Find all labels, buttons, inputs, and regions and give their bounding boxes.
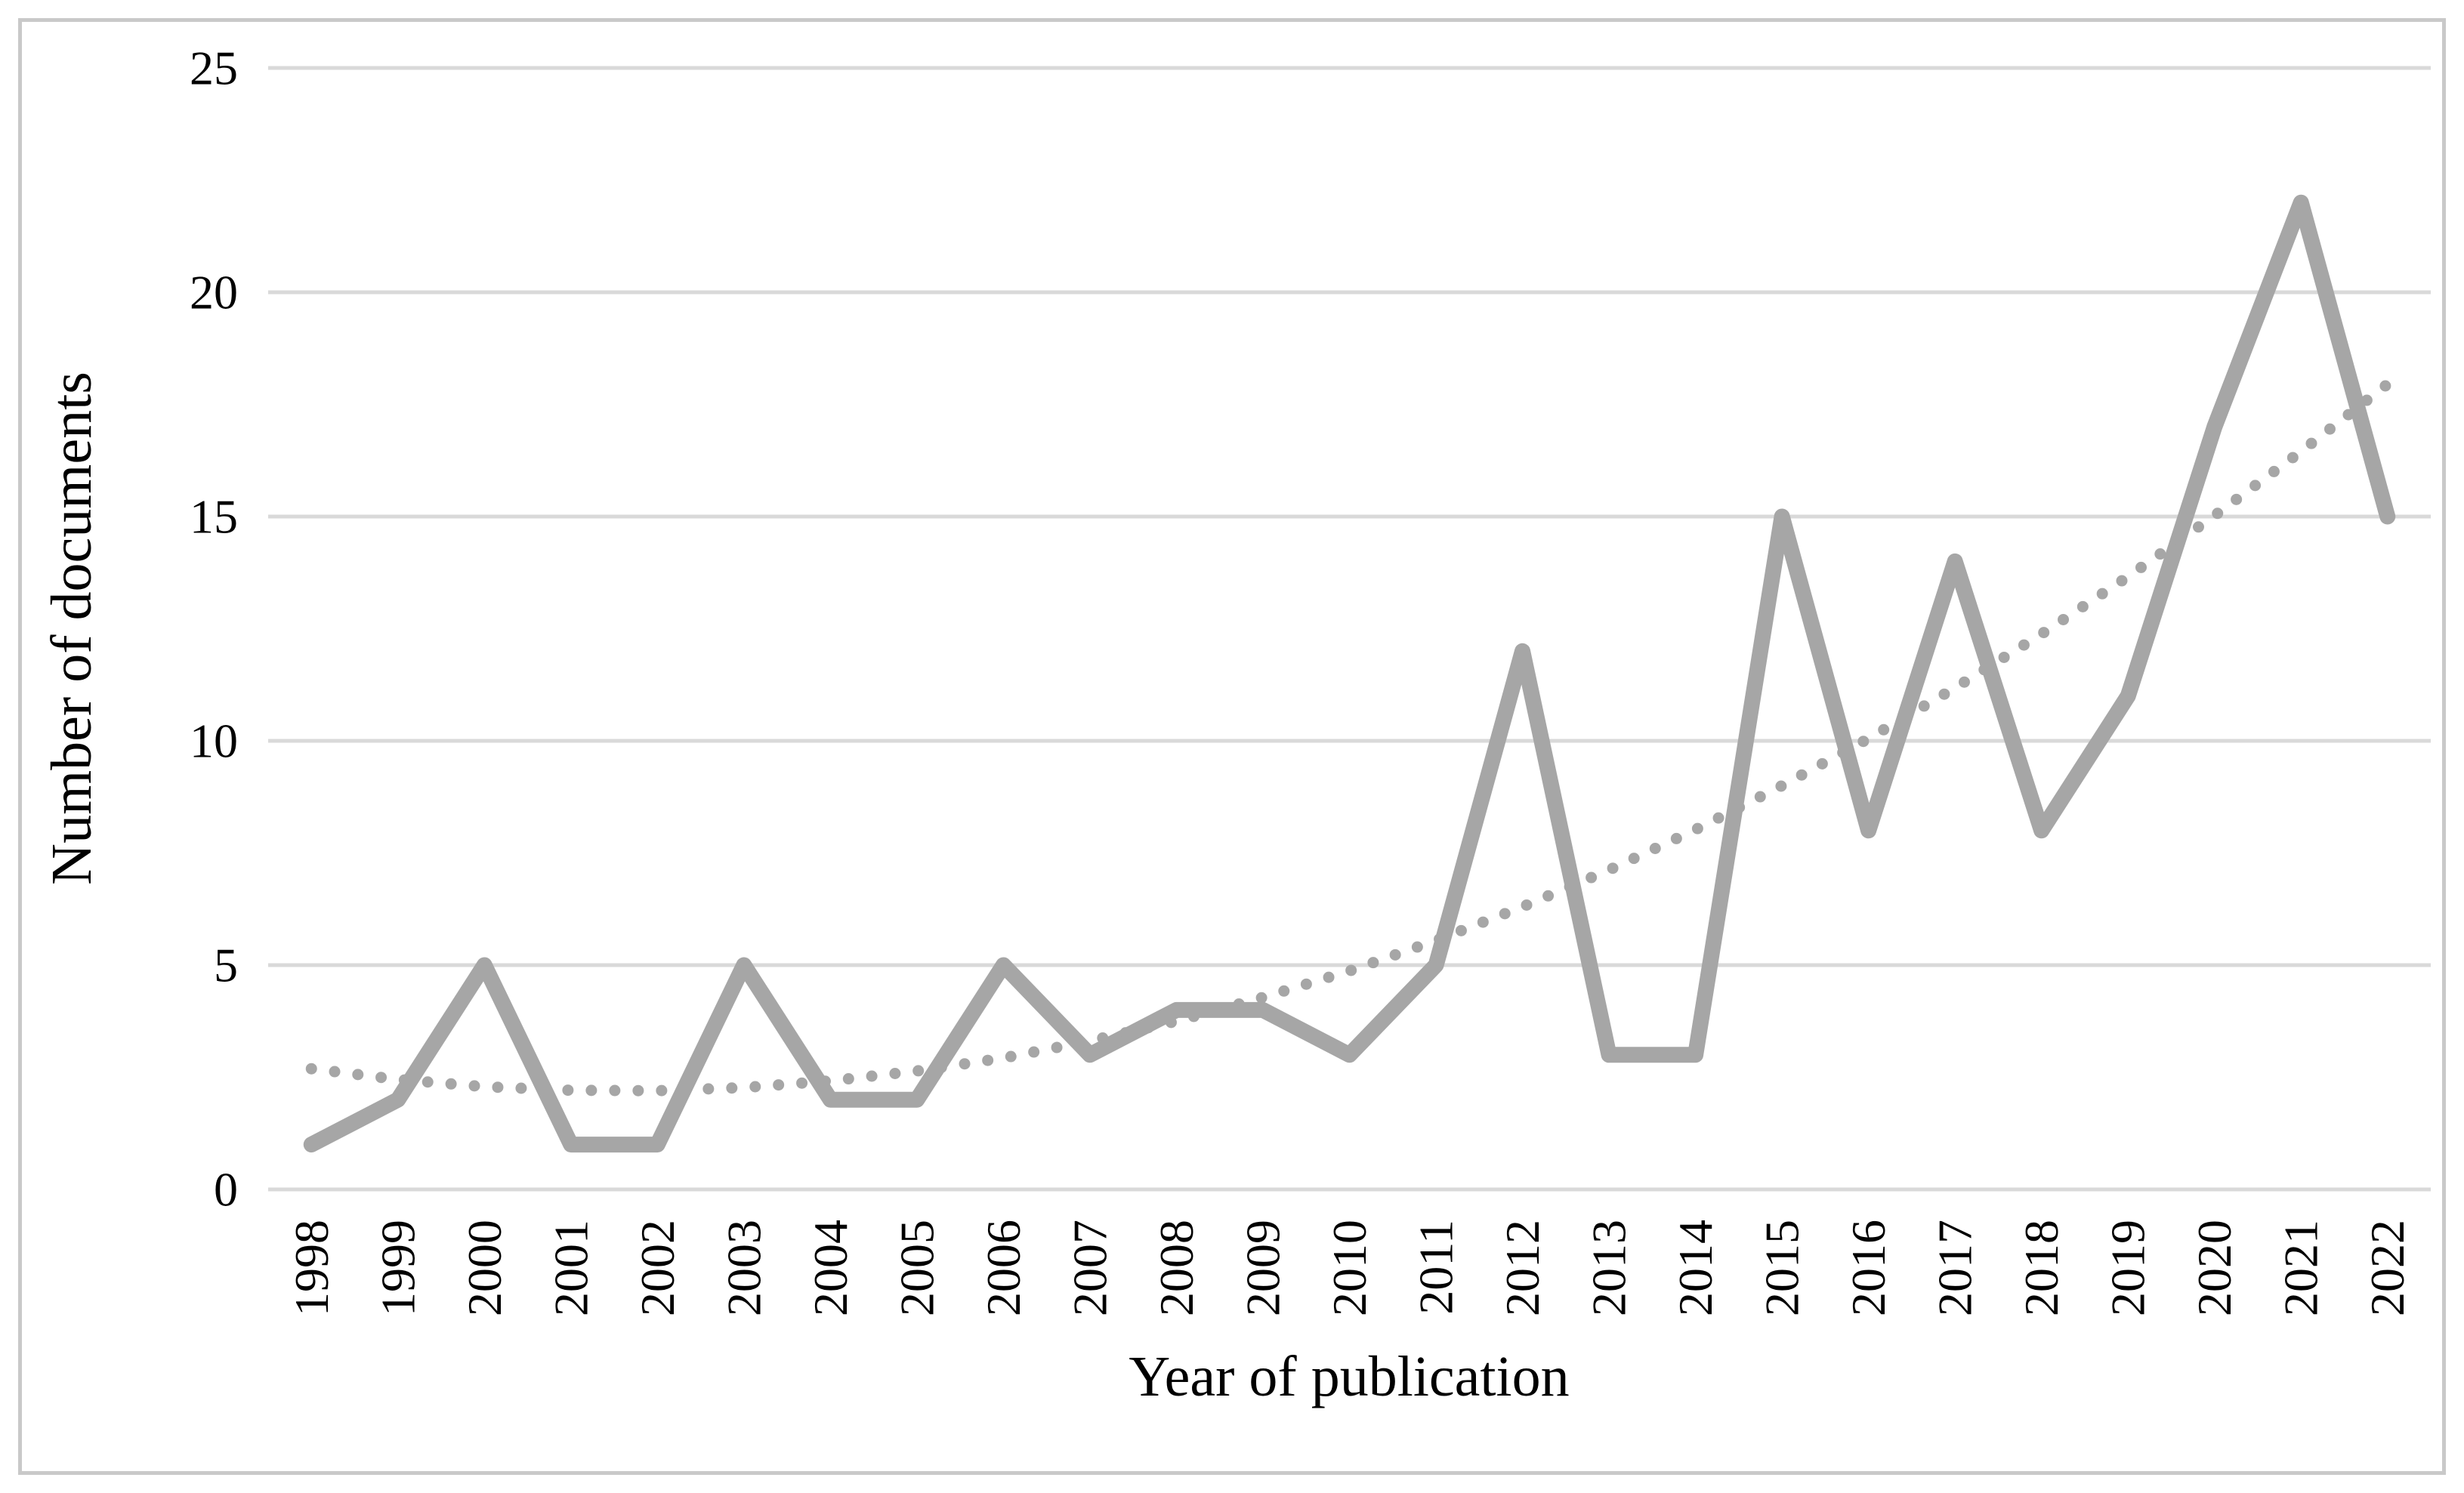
x-axis-title: Year of publication [1129,1345,1569,1408]
x-tick-label: 2019 [2101,1220,2155,1316]
x-tick-label: 2021 [2274,1220,2328,1316]
figure-border [18,18,2446,1475]
x-tick-label: 2008 [1150,1220,1203,1316]
x-tick-label: 2016 [1842,1220,1895,1316]
y-tick-label: 0 [214,1163,238,1217]
x-tick-label: 2004 [804,1220,857,1316]
x-tick-label: 2001 [544,1220,597,1316]
x-tick-label: 2012 [1496,1220,1549,1316]
x-tick-label: 2003 [717,1220,770,1316]
x-tick-label: 1999 [371,1220,425,1316]
x-tick-label: 2015 [1755,1220,1809,1316]
y-tick-label: 20 [190,266,238,319]
x-tick-label: 1998 [285,1220,338,1316]
x-tick-label: 2002 [631,1220,684,1316]
x-tick-label: 2011 [1410,1220,1463,1315]
x-tick-label: 2013 [1582,1220,1636,1316]
x-tick-label: 2020 [2188,1220,2241,1316]
x-tick-label: 2006 [977,1220,1030,1316]
y-tick-label: 15 [190,490,238,544]
chart-plot-area: 0 5 10 15 20 25 1998 1999 2000 2001 2002 2003 2004 20… [190,42,2431,1316]
x-tick-label: 2014 [1669,1220,1722,1316]
x-tick-label: 2018 [2015,1220,2068,1316]
documents-line [303,194,2396,1153]
x-tick-label: 2017 [1928,1220,1982,1316]
x-tick-label: 2007 [1063,1220,1116,1316]
x-tick-label: 2022 [2361,1220,2414,1316]
trendline-dotted [305,378,2394,1097]
x-tick-label: 2000 [458,1220,511,1316]
x-tick-label: 2009 [1236,1220,1289,1316]
y-tick-label: 25 [190,42,238,95]
y-tick-label: 10 [190,714,238,768]
y-tick-label: 5 [214,939,238,992]
x-tick-label: 2005 [890,1220,943,1316]
x-tick-label: 2010 [1323,1220,1376,1316]
y-axis-title: Number of documents [40,372,103,885]
